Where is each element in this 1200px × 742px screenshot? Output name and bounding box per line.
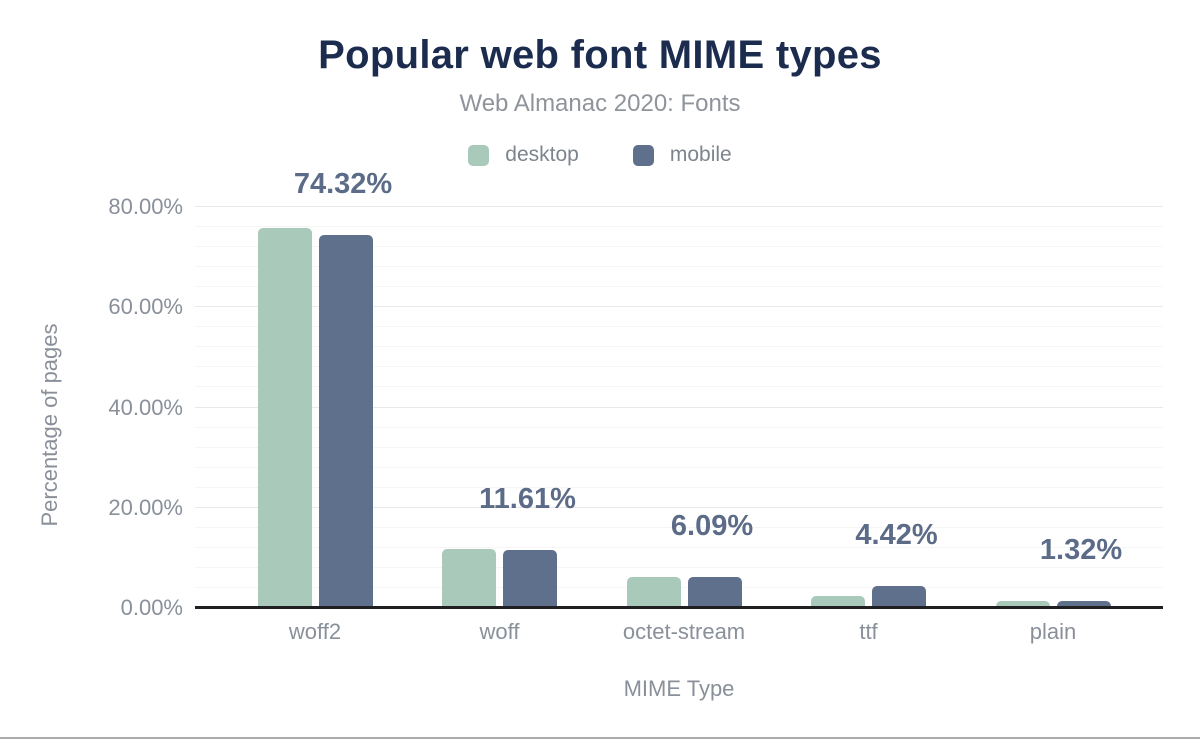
- y-tick-80: 80.00%: [108, 194, 183, 219]
- value-label-octet-stream: 6.09%: [670, 510, 754, 543]
- gridline-52: [195, 346, 1163, 348]
- value-label-ttf: 4.42%: [855, 518, 938, 551]
- bar-mobile-woff[interactable]: [503, 549, 557, 608]
- value-label-plain: 1.32%: [1039, 534, 1123, 567]
- gridline-60: [195, 306, 1163, 308]
- bar-mobile-woff2[interactable]: [318, 235, 373, 608]
- legend: desktop mobile: [0, 143, 1200, 167]
- plot-area: 74.32% 11.61% 6.09% 4.42% 1.32%: [195, 165, 1163, 609]
- mobile-series-swatch: [632, 144, 654, 166]
- gridline-68: [195, 266, 1163, 268]
- gridline-32: [195, 446, 1163, 448]
- gridline-64: [195, 286, 1163, 288]
- legend-item-mobile[interactable]: mobile: [632, 143, 732, 167]
- chart-title: Popular web font MIME types: [318, 33, 882, 77]
- y-tick-60: 60.00%: [108, 294, 183, 320]
- gridline-44: [195, 386, 1163, 388]
- gridline-12: [195, 546, 1163, 548]
- x-tick-woff2: woff2: [288, 619, 342, 644]
- x-tick-woff: woff: [479, 619, 520, 644]
- gridlines: [195, 165, 1163, 608]
- value-label-woff: 11.61%: [479, 482, 576, 515]
- x-tick-octet-stream: octet-stream: [622, 619, 746, 644]
- x-tick-plain: plain: [1029, 619, 1077, 644]
- x-axis-line: [195, 606, 1163, 609]
- legend-item-desktop[interactable]: desktop: [468, 143, 579, 167]
- value-label-woff2: 74.32%: [293, 168, 393, 201]
- bar-desktop-woff[interactable]: [442, 549, 496, 608]
- bar-desktop-octet-stream[interactable]: [626, 577, 681, 608]
- y-tick-20: 20.00%: [108, 494, 183, 520]
- gridline-36: [195, 426, 1163, 428]
- gridline-20: [195, 506, 1163, 508]
- gridline-40: [195, 406, 1163, 408]
- gridline-76: [195, 226, 1163, 228]
- gridline-24: [195, 486, 1163, 488]
- gridline-48: [195, 366, 1163, 368]
- value-labels-layer: 74.32% 11.61% 6.09% 4.42% 1.32%: [195, 165, 1163, 608]
- bar-mobile-plain[interactable]: [1056, 601, 1111, 608]
- y-tick-0: 0.00%: [120, 595, 183, 620]
- gridline-80: [195, 206, 1163, 207]
- x-tick-ttf: ttf: [859, 619, 878, 644]
- desktop-series-swatch: [468, 144, 490, 166]
- bar-desktop-ttf[interactable]: [811, 595, 865, 608]
- bottom-divider: [0, 737, 1200, 739]
- legend-label-mobile: mobile: [669, 143, 732, 166]
- gridline-56: [195, 326, 1163, 328]
- gridline-28: [195, 466, 1163, 468]
- legend-label-desktop: desktop: [505, 143, 579, 166]
- bar-mobile-octet-stream[interactable]: [687, 577, 742, 608]
- gridline-16: [195, 526, 1163, 528]
- bar-desktop-plain[interactable]: [995, 600, 1050, 608]
- y-axis-title: Percentage of pages: [37, 323, 62, 527]
- y-tick-40: 40.00%: [108, 394, 183, 420]
- bar-desktop-woff2[interactable]: [257, 227, 312, 608]
- x-axis-title: MIME Type: [623, 676, 735, 701]
- gridline-72: [195, 246, 1163, 248]
- chart-subtitle: Web Almanac 2020: Fonts: [459, 90, 741, 117]
- gridline-8: [195, 566, 1163, 568]
- bars-layer: [195, 165, 1163, 608]
- bar-mobile-ttf[interactable]: [872, 585, 926, 608]
